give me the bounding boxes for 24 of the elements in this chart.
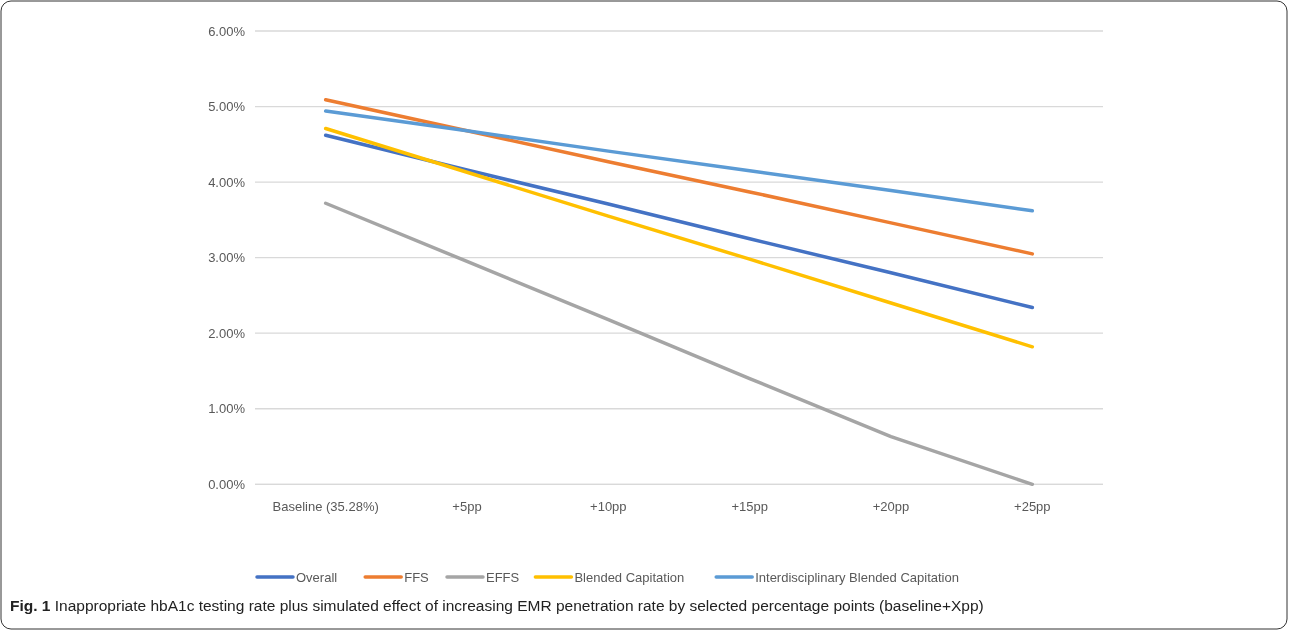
y-tick-label: 3.00% xyxy=(208,250,246,266)
x-tick-label: +10pp xyxy=(590,499,627,515)
y-tick-label: 5.00% xyxy=(208,99,246,115)
legend-label: Overall xyxy=(296,569,338,585)
x-tick-label: +5pp xyxy=(452,499,482,515)
line-series xyxy=(323,201,1035,487)
y-tick-label: 2.00% xyxy=(208,325,246,341)
x-tick-label: +25pp xyxy=(1014,499,1051,515)
line-series xyxy=(323,98,1035,256)
line-series xyxy=(323,109,1035,213)
y-tick-label: 1.00% xyxy=(208,401,246,417)
legend-label: EFFS xyxy=(486,569,520,585)
legend-label: FFS xyxy=(404,569,430,585)
x-tick-label: +15pp xyxy=(731,499,768,515)
y-tick-label: 6.00% xyxy=(208,23,246,39)
legend-label: Blended Capitation xyxy=(574,569,685,585)
legend-label: Interdisciplinary Blended Capitation xyxy=(755,569,959,585)
y-tick-label: 0.00% xyxy=(208,476,246,492)
x-tick-label: +20pp xyxy=(872,499,910,515)
y-tick-label: 4.00% xyxy=(208,174,246,190)
line-series xyxy=(323,133,1035,310)
x-tick-label: Baseline (35.28%) xyxy=(272,499,379,515)
caption: Fig. 1 Inappropriate hbA1c testing rate plus simulated effect of increasing EMR penetration rate by selected percentage points (baseline+Xpp) xyxy=(10,597,984,614)
line-series xyxy=(323,126,1035,349)
